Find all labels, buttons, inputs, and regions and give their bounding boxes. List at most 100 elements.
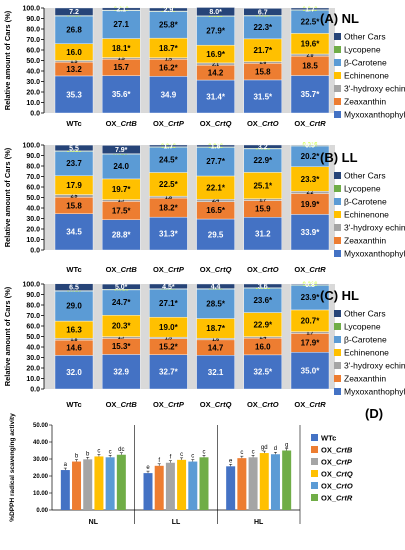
legend-label: Zeaxanthin: [344, 97, 386, 107]
bar-segment-myxo: [243, 354, 283, 390]
dpph-bar: [199, 457, 209, 510]
category-label: WTc: [66, 265, 81, 274]
bar-segment-myxo: [149, 354, 188, 390]
data-label: 33.9*: [301, 228, 321, 237]
legend-label: Zeaxanthin: [344, 236, 386, 246]
y-tick-label: 70.0: [26, 37, 40, 44]
y-tick-label: 50.0: [26, 195, 40, 202]
legend-swatch: [334, 185, 341, 192]
dpph-bar: [72, 461, 82, 510]
y-tick-label: 60.0: [26, 48, 40, 55]
significance-letter: c: [109, 449, 112, 455]
data-label: 23.3*: [301, 175, 321, 184]
bar-segment-other: [243, 283, 283, 288]
bar-segment-ech: [243, 172, 283, 199]
data-label: 32.1: [208, 368, 224, 377]
data-label: 3.6: [258, 283, 268, 290]
data-label: 17.5*: [112, 206, 132, 215]
data-label: 1.7: [118, 198, 125, 204]
bar-segment-other: [149, 283, 188, 289]
significance-letter: c: [97, 448, 100, 454]
bar-segment-other: [101, 283, 141, 290]
dpph-bar: [270, 454, 280, 510]
legend-label: β-Carotene: [344, 335, 387, 345]
data-label: 22.5*: [301, 17, 321, 26]
data-label: 25.8*: [159, 20, 179, 29]
y-tick-label: 100.0: [22, 282, 40, 289]
y-tick-label: 40.0: [26, 345, 40, 352]
data-label: 15.8: [255, 67, 271, 76]
data-label: 1.7: [259, 197, 266, 203]
category-label: OX_CrtO: [247, 265, 279, 274]
significance-letter: b: [86, 451, 90, 457]
legend-swatch: [311, 482, 318, 489]
stacked-chart-panel-2: 0.0 10.0 20.0 30.0 40.0 50.0 60.0 70.0 80.0 90.0 1…: [3, 143, 405, 275]
data-label: 8.0*: [209, 9, 222, 16]
data-label: 28.5*: [206, 299, 226, 308]
data-label: 18.1*: [112, 44, 132, 53]
data-label: 22.9*: [253, 156, 273, 165]
dpph-bar: [154, 465, 164, 510]
significance-letter: e: [229, 458, 233, 464]
y-tick-label: 90.0: [26, 16, 40, 23]
y-tick-label: 60.0: [26, 324, 40, 331]
y-tick-label: 20.0: [26, 227, 40, 234]
panel-label: (A) NL: [320, 11, 359, 26]
legend-label: Myxoxanthophyll: [344, 387, 405, 397]
data-label: 17.9: [66, 181, 82, 190]
y-tick-label: 20.0: [26, 366, 40, 373]
data-label: 32.9: [113, 368, 129, 377]
legend-swatch: [334, 59, 341, 66]
y-axis-label: %DPPH radical scavenging activity: [9, 413, 16, 522]
bar-segment-other: [101, 7, 141, 11]
dpph-bar: [282, 450, 292, 510]
dpph-bar: [94, 456, 104, 510]
bar-segment-bcar: [243, 148, 283, 173]
category-label: OX_CrtB: [106, 119, 138, 128]
data-label: 4.5*: [162, 284, 175, 291]
legend-label: Zeaxanthin: [344, 374, 386, 384]
y-tick-label: 40.0: [26, 69, 40, 76]
dpph-bar: [226, 466, 236, 510]
legend-label: Lycopene: [344, 45, 381, 55]
dpph-bar: [248, 457, 258, 510]
data-label: 23.6*: [253, 296, 273, 305]
bar-segment-myxo: [243, 217, 283, 251]
legend-label: Myxoxanthophyll: [344, 110, 405, 120]
data-label: 1.7: [307, 330, 314, 336]
y-tick-label: 20.0: [26, 90, 40, 97]
y-tick-label: 40.0: [26, 206, 40, 213]
category-label: OX_CrtR: [294, 265, 326, 274]
legend-label: 3'-hydroxy echinenone: [344, 361, 405, 371]
category-label: OX_CrtO: [247, 400, 279, 409]
data-label: 1.8: [71, 337, 78, 343]
significance-letter: c: [180, 452, 183, 458]
bar-segment-other: [243, 144, 283, 149]
bar-segment-other: [196, 144, 235, 148]
data-label: 27.1: [113, 20, 129, 29]
legend-swatch: [334, 111, 341, 118]
y-tick-label: 70.0: [26, 313, 40, 320]
bar-segment-bcar: [149, 288, 188, 318]
data-label: 20.2*: [301, 152, 321, 161]
bar-segment-myxo: [101, 354, 141, 390]
data-label: 27.1*: [159, 299, 179, 308]
significance-letter: gd: [261, 445, 268, 451]
significance-letter: f: [158, 458, 160, 464]
y-tick-label: 30.00: [33, 457, 49, 463]
y-tick-label: 30.0: [26, 355, 40, 362]
y-tick-label: 10.00: [33, 491, 49, 497]
data-label: 5.5: [69, 145, 79, 152]
legend-swatch: [334, 198, 341, 205]
data-label: 34.5: [66, 228, 82, 237]
y-tick-label: 80.0: [26, 303, 40, 310]
bar-segment-other: [196, 283, 235, 289]
data-label: 6.5: [69, 285, 79, 292]
legend-swatch: [334, 211, 341, 218]
data-label: 23.9*: [301, 293, 321, 302]
data-label: 23.7: [66, 159, 82, 168]
data-label: 19.0*: [159, 323, 179, 332]
legend-label: OX_CrtB: [321, 446, 353, 455]
data-label: 6.7: [258, 9, 268, 16]
data-label: 7.9*: [115, 147, 128, 154]
